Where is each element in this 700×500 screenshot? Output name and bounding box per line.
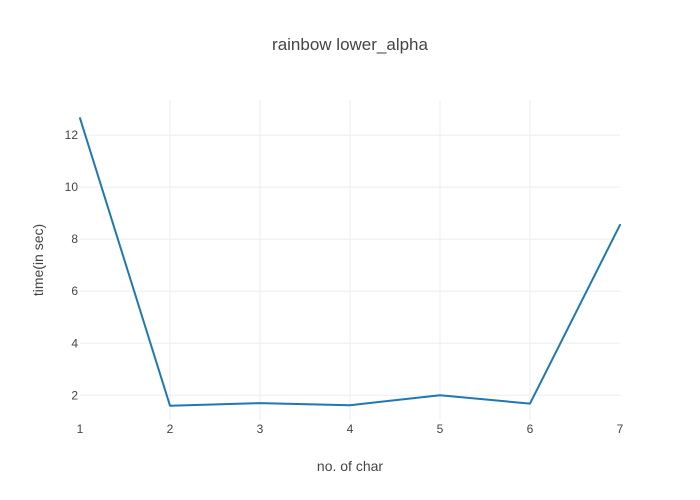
x-tick-label: 3	[257, 422, 264, 436]
y-gridlines	[80, 134, 620, 396]
x-tick-label: 1	[77, 422, 84, 436]
y-tick-label: 2	[71, 388, 78, 402]
x-tick-label: 5	[437, 422, 444, 436]
y-tick-labels: 2 4 6 8 10 12	[65, 128, 79, 402]
chart-title: rainbow lower_alpha	[272, 35, 428, 54]
x-axis-label: no. of char	[317, 458, 383, 474]
y-tick-label: 10	[65, 180, 79, 194]
x-tick-label: 4	[347, 422, 354, 436]
x-gridlines	[169, 100, 531, 420]
y-tick-label: 4	[71, 336, 78, 350]
y-axis-label: time(in sec)	[30, 224, 46, 296]
series-layer	[79, 117, 621, 407]
y-tick-label: 6	[71, 284, 78, 298]
x-tick-labels: 1 2 3 4 5 6 7	[77, 422, 624, 436]
x-tick-label: 7	[617, 422, 624, 436]
y-tick-label: 12	[65, 128, 79, 142]
x-tick-label: 6	[527, 422, 534, 436]
y-tick-label: 8	[71, 232, 78, 246]
x-tick-label: 2	[167, 422, 174, 436]
